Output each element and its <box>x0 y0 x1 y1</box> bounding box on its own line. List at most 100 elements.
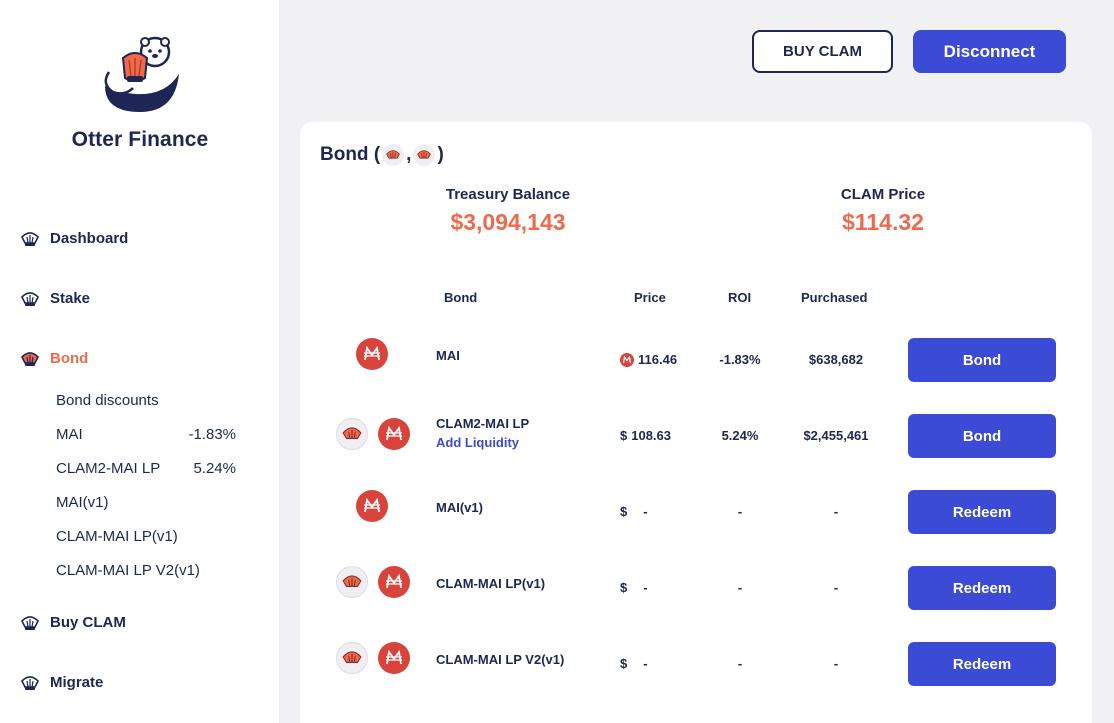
clam-price-value: $114.32 <box>842 209 924 235</box>
bond-name: MAI <box>436 348 460 363</box>
discount-label: MAI(v1) <box>56 494 109 511</box>
clam-shell-icon <box>21 291 39 306</box>
discount-item-clam2-mai-lp[interactable]: CLAM2-MAI LP 5.24% <box>56 460 236 477</box>
column-header-purchased: Purchased <box>801 290 868 305</box>
discount-label: CLAM2-MAI LP <box>56 460 161 477</box>
discount-label: MAI <box>56 426 83 443</box>
nav-item-migrate[interactable]: Migrate <box>20 674 103 691</box>
bond-purchased: - <box>833 656 839 671</box>
clam-shell-icon <box>21 615 39 630</box>
nav-item-stake[interactable]: Stake <box>20 290 90 307</box>
brand-name: Otter Finance <box>71 128 209 151</box>
table-row: MAI(v1) $ - - - Redeem <box>300 490 1092 534</box>
bond-button[interactable]: Bond <box>908 414 1056 458</box>
bond-price: $ - <box>620 580 680 595</box>
nav-label: Stake <box>50 290 91 307</box>
bond-roi: 5.24% <box>721 428 759 443</box>
discount-value: -1.83% <box>188 426 236 443</box>
table-row: CLAM-MAI LP(v1) $ - - - Redeem <box>300 566 1092 610</box>
bond-roi: -1.83% <box>719 352 761 367</box>
column-header-roi: ROI <box>728 290 752 305</box>
clam-token-icon <box>382 144 405 166</box>
title-suffix: ) <box>437 144 444 165</box>
title-sep: , <box>406 144 412 165</box>
clam-token-icon <box>336 566 368 598</box>
title-prefix: Bond ( <box>320 144 381 165</box>
mai-token-icon <box>356 338 388 370</box>
bond-name: CLAM2-MAI LP <box>436 416 530 431</box>
redeem-button[interactable]: Redeem <box>908 642 1056 686</box>
add-liquidity-link[interactable]: Add Liquidity <box>436 435 520 450</box>
bond-price: 116.46 <box>620 352 680 367</box>
bond-price: $ - <box>620 504 680 519</box>
treasury-balance-value: $3,094,143 <box>450 209 566 235</box>
brand[interactable]: Otter Finance <box>0 34 280 152</box>
bond-price: $ 108.63 <box>620 428 680 443</box>
clam-price-label: CLAM Price <box>840 186 926 203</box>
discount-item-clam-mai-lp-v1[interactable]: CLAM-MAI LP(v1) <box>56 528 236 545</box>
table-row: CLAM-MAI LP V2(v1) $ - - - Redeem <box>300 642 1092 686</box>
nav-item-dashboard[interactable]: Dashboard <box>20 230 128 247</box>
clam-token-icon <box>413 144 436 166</box>
bond-discounts-title: Bond discounts <box>56 392 159 409</box>
treasury-balance: Treasury Balance $3,094,143 <box>383 186 633 236</box>
table-row: MAI 116.46 -1.83% $638,682 Bond <box>300 338 1092 382</box>
clam-shell-icon <box>21 231 39 246</box>
bond-purchased: $638,682 <box>808 352 864 367</box>
nav-item-bond[interactable]: Bond <box>20 350 88 367</box>
token-icons <box>336 490 412 534</box>
clam-token-icon <box>336 642 368 674</box>
nav-label: Migrate <box>50 674 104 691</box>
bond-price-value: 108.63 <box>631 428 671 443</box>
token-icons <box>336 414 412 458</box>
disconnect-button[interactable]: Disconnect <box>913 30 1066 73</box>
mai-token-icon <box>620 352 634 367</box>
discount-value: 5.24% <box>193 460 236 477</box>
redeem-button[interactable]: Redeem <box>908 566 1056 610</box>
bond-roi: - <box>737 656 743 671</box>
currency-symbol: $ <box>620 428 628 443</box>
bond-name: MAI(v1) <box>436 500 483 515</box>
clam-price: CLAM Price $114.32 <box>758 186 1008 236</box>
otter-logo-icon <box>104 36 179 112</box>
buy-clam-button[interactable]: BUY CLAM <box>752 30 893 73</box>
token-icons <box>336 566 412 610</box>
nav-label: Buy CLAM <box>50 614 126 631</box>
mai-token-icon <box>378 418 410 450</box>
discount-item-mai-v1[interactable]: MAI(v1) <box>56 494 236 511</box>
bond-roi: - <box>737 504 743 519</box>
mai-token-icon <box>378 642 410 674</box>
card-title: Bond ( , ) <box>320 144 444 166</box>
clam-shell-icon <box>21 675 39 690</box>
token-icons <box>336 338 412 382</box>
table-row: CLAM2-MAI LP Add Liquidity $ 108.63 5.24… <box>300 414 1092 458</box>
bond-price-value: - <box>643 504 648 519</box>
discount-label: CLAM-MAI LP(v1) <box>56 528 178 545</box>
discount-item-mai[interactable]: MAI -1.83% <box>56 426 236 443</box>
treasury-balance-label: Treasury Balance <box>445 186 571 203</box>
discount-item-clam-mai-lp-v2-v1[interactable]: CLAM-MAI LP V2(v1) <box>56 562 236 579</box>
bond-roi: - <box>737 580 743 595</box>
column-header-price: Price <box>634 290 666 305</box>
discount-label: CLAM-MAI LP V2(v1) <box>56 562 200 579</box>
nav-item-buy-clam[interactable]: Buy CLAM <box>20 614 126 631</box>
currency-symbol: $ <box>620 580 628 595</box>
bond-price-value: - <box>643 580 648 595</box>
bond-price-value: - <box>643 656 648 671</box>
token-icons <box>336 642 412 686</box>
nav-label: Bond <box>50 350 89 367</box>
bond-button[interactable]: Bond <box>908 338 1056 382</box>
redeem-button[interactable]: Redeem <box>908 490 1056 534</box>
nav-label: Dashboard <box>50 230 129 247</box>
clam-token-icon <box>336 418 368 450</box>
mai-token-icon <box>356 490 388 522</box>
bond-name: CLAM-MAI LP(v1) <box>436 576 546 591</box>
bond-price: $ - <box>620 656 680 671</box>
sidebar: Otter Finance Dashboard Stake Bond Bond … <box>0 0 280 723</box>
bond-purchased: - <box>833 504 839 519</box>
clam-shell-icon <box>21 351 39 366</box>
mai-token-icon <box>378 566 410 598</box>
column-header-bond: Bond <box>444 290 478 305</box>
bond-purchased: - <box>833 580 839 595</box>
bond-purchased: $2,455,461 <box>803 428 869 443</box>
